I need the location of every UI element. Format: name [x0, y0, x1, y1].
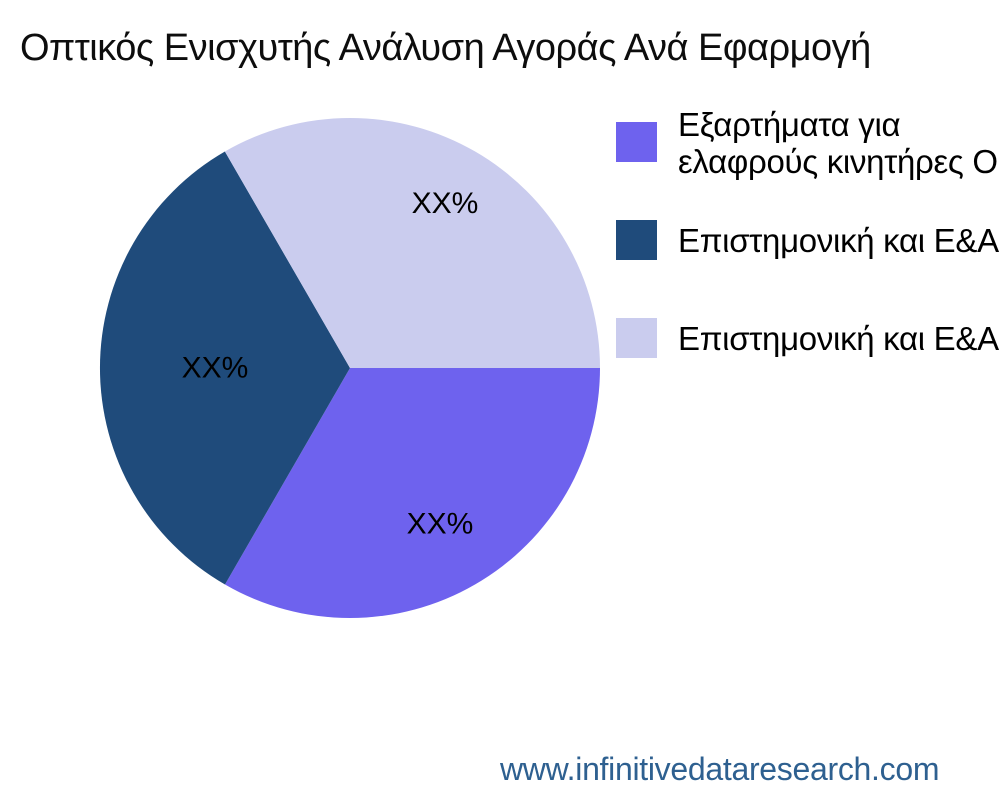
page-title: Οπτικός Ενισχυτής Ανάλυση Αγοράς Ανά Εφα…: [20, 27, 871, 69]
slice-label-3: XX%: [412, 187, 479, 220]
pie-slice-2: [99, 151, 350, 585]
slice-label-1: XX%: [407, 507, 474, 540]
pie-slice-1: [225, 368, 600, 618]
legend-swatch-3: [616, 318, 657, 358]
footer-url: www.infinitivedataresearch.com: [500, 751, 940, 787]
legend-swatch-2: [616, 220, 657, 260]
pie-slice-3: [224, 117, 600, 368]
legend-swatch-1: [616, 122, 657, 162]
legend-label-3: Επιστημονική και Ε&Α: [678, 320, 999, 357]
slice-label-2: XX%: [182, 352, 249, 385]
legend-label-1-line-2: ελαφρούς κινητήρες Ο: [678, 143, 998, 180]
legend-label-1-line-1: Εξαρτήματα για: [678, 106, 901, 143]
legend-label-1: Εξαρτήματα για ελαφρούς κινητήρες Ο: [678, 106, 998, 180]
legend-label-2: Επιστημονική και Ε&Α: [678, 222, 999, 259]
